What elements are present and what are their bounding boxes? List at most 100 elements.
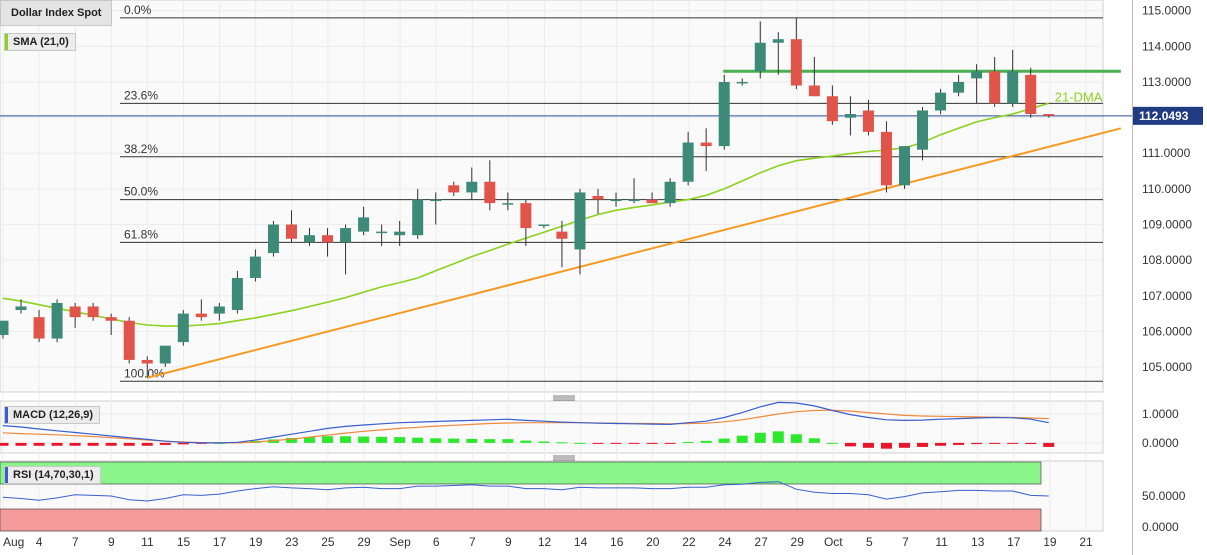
candle-body [123,320,135,360]
candle-body [682,142,694,182]
macd-histogram-bar [971,442,983,445]
macd-histogram-bar [718,438,730,443]
candle-body [33,317,45,339]
price-tick-label: 113.0000 [1142,75,1191,89]
macd-histogram-bar [808,438,820,443]
chart-title: Dollar Index Spot [0,0,113,26]
macd-histogram-bar [935,442,947,446]
date-tick-label: 29 [357,535,371,549]
fib-level-label: 100.0% [124,366,165,380]
rsi-label: RSI (14,70,30,1) [13,469,94,481]
axes: Aug 4 7 9 11 15 17 19 23 25 29 Sep 6 7 9 12 14 16 20 22 24 27… [3,4,1203,549]
rsi-legend[interactable]: RSI (14,70,30,1) [4,466,101,484]
macd-histogram-bar [953,442,965,445]
price-tick-label: 108.0000 [1142,253,1192,267]
macd-histogram-bar [412,437,424,443]
candle-body [1025,74,1037,115]
candle-body [862,110,874,132]
macd-histogram-bar [33,442,45,446]
candle-body [412,199,424,236]
candle-body [538,224,550,227]
candle-body [69,306,81,318]
date-tick-label: 17 [213,535,227,549]
macd-histogram-bar [646,442,658,444]
date-tick-label: 9 [108,535,115,549]
macd-histogram-bar [502,439,514,443]
candle-body [1043,114,1055,116]
macd-histogram-bar [87,442,99,446]
candle-body [195,313,207,318]
price-tick-label: 115.0000 [1142,4,1191,18]
macd-histogram-bar [69,442,81,446]
candle-body [448,185,460,193]
candle-body [646,199,658,204]
date-tick-label: 5 [866,535,873,549]
rsi-line [2,481,1049,502]
candle-body [105,317,117,321]
macd-histogram-bar [880,442,892,449]
candle-body [430,199,442,202]
candle-body [15,306,27,311]
price-tick-label: 109.0000 [1142,218,1192,232]
macd-histogram-bar [394,437,406,443]
date-tick-label: 7 [902,535,909,549]
candle-body [0,320,9,335]
macd-histogram-bar [304,437,316,443]
price-tick-label: 110.0000 [1142,182,1191,196]
candle-body [177,313,189,343]
axis-divider [1132,0,1133,555]
candle-body [213,306,225,314]
macd-legend[interactable]: MACD (12,26,9) [4,406,101,424]
macd-histogram-bar [700,440,712,443]
date-tick-label: Aug [3,535,24,549]
candle-body [394,231,406,236]
macd-histogram-bar [574,442,586,444]
candle-body [141,359,153,364]
date-tick-label: 6 [433,535,440,549]
macd-histogram-bar [285,437,297,443]
date-tick-label: 21 [1079,535,1093,549]
macd-label: MACD (12,26,9) [13,409,94,421]
fib-level-label: 23.6% [124,88,158,102]
macd-histogram-bar [1043,442,1055,447]
macd-histogram-bar [772,431,784,443]
fib-level-label: 0.0% [124,3,152,17]
date-tick-label: 12 [538,535,552,549]
candle-body [466,181,478,193]
candle-body [917,110,929,150]
date-tick-label: Sep [389,535,411,549]
price-tick-label: 111.0000 [1142,146,1191,160]
candle-body [592,196,604,200]
fib-level-label: 61.8% [124,227,158,241]
macd-histogram-bar [484,439,496,443]
macd-histogram-bar [826,442,838,444]
date-tick-label: 14 [574,535,588,549]
macd-histogram-bar [628,442,640,444]
candle-body [520,203,532,229]
candle-body [484,181,496,204]
macd-histogram-bar [1025,442,1037,445]
macd-histogram-bar [917,442,929,447]
sma-legend[interactable]: SMA (21,0) [4,33,76,51]
candle-body [935,92,947,111]
rsi-overbought-zone [0,461,1042,485]
date-tick-label: Oct [824,535,843,549]
date-tick-label: 23 [285,535,299,549]
candle-body [899,146,910,186]
macd-histogram-bar [592,442,604,444]
macd-line [2,401,1049,444]
candle-body [322,235,334,243]
candle-body [971,71,983,79]
macd-histogram-bar [899,442,910,448]
candle-body [502,203,514,205]
date-tick-label: 29 [791,535,805,549]
candle-body [610,199,622,202]
date-tick-label: 19 [1043,535,1057,549]
candlesticks [0,17,1055,378]
date-tick-label: 13 [971,535,985,549]
macd-histogram-bar [358,436,370,443]
candle-body [574,192,586,250]
title-text: Dollar Index Spot [11,7,102,19]
support-trendline [146,127,1122,379]
fib-level-label: 38.2% [124,142,158,156]
